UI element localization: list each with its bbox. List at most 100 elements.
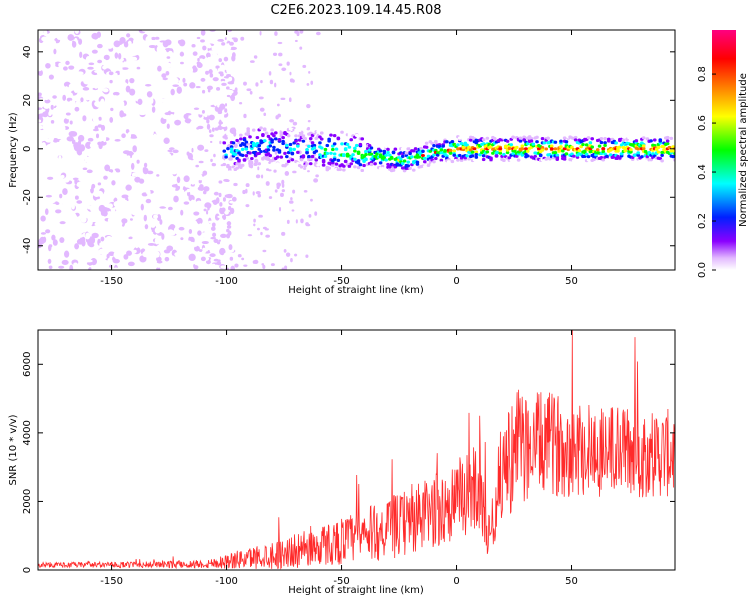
noise-blob — [100, 98, 105, 105]
spectrogram-y-ticks: -40 -20 0 20 40 — [22, 45, 675, 254]
noise-blob — [127, 113, 132, 121]
noise-blob — [182, 77, 186, 83]
noise-blob — [114, 138, 121, 142]
signal-cell — [248, 135, 252, 139]
signal-cell — [229, 147, 234, 151]
noise-blob — [45, 45, 49, 52]
signal-cell — [579, 135, 583, 139]
signal-cell — [262, 128, 267, 132]
noise-blob — [208, 171, 213, 176]
noise-blob — [150, 203, 156, 211]
noise-blob — [96, 261, 102, 267]
noise-blob — [131, 267, 139, 270]
signal-cell — [377, 144, 381, 148]
signal-cell — [331, 144, 335, 148]
noise-blob — [65, 112, 71, 116]
noise-blob — [48, 74, 54, 80]
signal-cell — [319, 137, 324, 141]
noise-blob — [86, 169, 93, 174]
noise-blob — [162, 107, 170, 112]
signal-cell — [660, 159, 664, 163]
noise-blob — [109, 247, 114, 252]
noise-blob — [253, 223, 256, 227]
noise-blob — [111, 180, 116, 186]
noise-blob — [109, 151, 115, 156]
noise-blob — [67, 40, 72, 44]
noise-blob — [50, 120, 55, 124]
noise-blob — [86, 205, 94, 210]
signal-cell — [314, 158, 319, 162]
noise-blob — [55, 255, 59, 260]
signal-cell — [316, 129, 320, 134]
noise-blob — [159, 34, 166, 42]
noise-blob — [222, 197, 226, 202]
signal-cell — [272, 134, 276, 138]
signal-cell — [434, 140, 438, 144]
noise-blob — [162, 77, 168, 81]
noise-blob — [281, 189, 285, 193]
noise-blob — [69, 264, 74, 270]
noise-blob — [135, 240, 139, 249]
noise-blob — [195, 164, 200, 168]
noise-blob — [129, 77, 135, 84]
noise-blob — [50, 104, 54, 110]
noise-blob — [167, 206, 173, 211]
noise-blob — [172, 235, 177, 242]
signal-cell — [649, 139, 653, 143]
signal-cell — [491, 151, 495, 155]
noise-blob — [197, 57, 200, 62]
noise-blob — [229, 41, 234, 46]
noise-blob — [38, 154, 41, 162]
noise-blob — [96, 69, 102, 76]
noise-blob — [101, 120, 107, 127]
noise-blob — [50, 116, 57, 121]
noise-blob — [61, 32, 66, 36]
noise-blob — [108, 52, 113, 55]
noise-blob — [112, 142, 118, 146]
signal-cell — [586, 136, 591, 140]
signal-cell — [627, 135, 631, 140]
signal-cell — [540, 148, 545, 152]
signal-cell — [262, 139, 267, 143]
noise-blob — [231, 55, 236, 62]
signal-cell — [651, 152, 655, 156]
noise-blob — [256, 227, 260, 231]
noise-blob — [77, 120, 81, 124]
noise-blob — [156, 262, 160, 268]
noise-blob — [66, 136, 74, 142]
noise-blob — [185, 209, 192, 215]
signal-cell — [294, 139, 298, 143]
noise-blob — [291, 209, 295, 212]
noise-blob — [196, 61, 201, 65]
noise-blob — [46, 128, 53, 136]
noise-blob — [136, 92, 143, 96]
noise-blob — [315, 174, 319, 178]
noise-blob — [44, 208, 49, 216]
noise-blob — [87, 251, 92, 255]
noise-blob — [227, 105, 234, 111]
noise-blob — [210, 185, 217, 190]
noise-blob — [170, 255, 176, 262]
signal-cell — [364, 152, 368, 157]
signal-cell — [312, 143, 317, 148]
noise-blob — [117, 199, 122, 203]
noise-blob — [219, 202, 223, 207]
noise-blob — [130, 60, 136, 65]
x-tick-label: -100 — [215, 276, 238, 287]
noise-blob — [210, 89, 217, 95]
noise-blob — [191, 179, 195, 185]
noise-blob — [90, 258, 97, 266]
noise-blob — [141, 192, 148, 197]
noise-blob — [139, 209, 143, 215]
noise-blob — [268, 71, 272, 76]
noise-blob — [143, 162, 148, 168]
signal-cell — [310, 141, 315, 145]
noise-blob — [127, 131, 132, 140]
colorbar-tick-label: 0.2 — [697, 213, 708, 229]
noise-blob — [46, 79, 51, 87]
noise-blob — [95, 213, 101, 220]
noise-blob — [119, 262, 124, 270]
signal-cell — [636, 153, 641, 157]
noise-blob — [94, 222, 98, 226]
signal-cell — [347, 145, 352, 149]
